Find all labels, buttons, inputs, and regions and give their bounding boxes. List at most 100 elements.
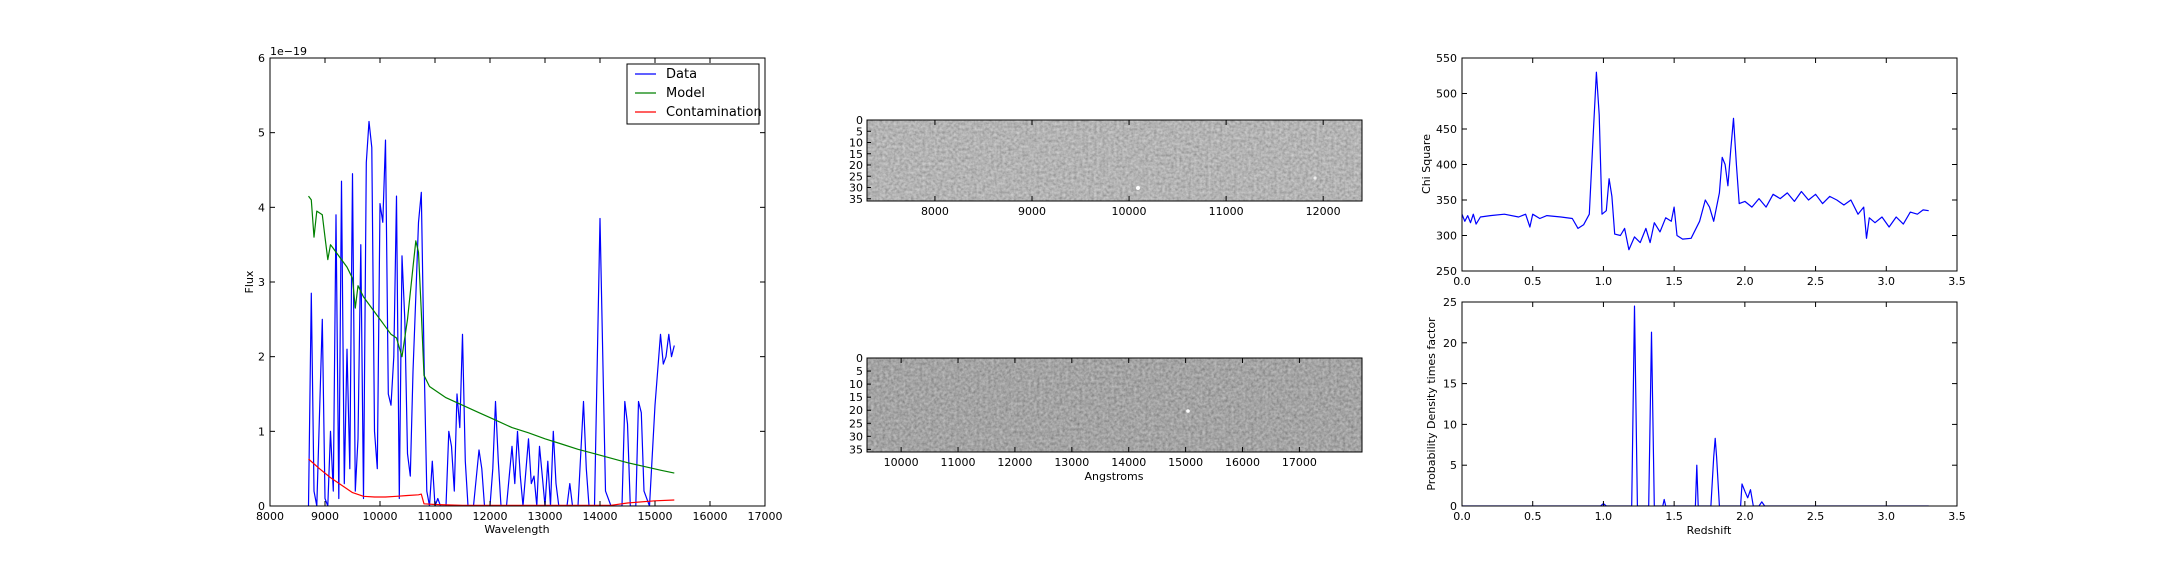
legend-label-model: Model (666, 86, 705, 101)
pdf-xtick-label: 3.5 (1948, 510, 1966, 523)
spectrum-xtick-label: 16000 (693, 510, 728, 523)
spectrum-ytick-label: 6 (258, 52, 265, 65)
image-bottom-x-ticks: 10000 11000 12000 13000 14000 15000 16000 17000 (884, 358, 1317, 469)
spectrum-xtick-label: 9000 (311, 510, 339, 523)
chisq-xtick-label: 0.0 (1453, 275, 1471, 288)
chisq-plot-area (1462, 71, 1929, 251)
pdf-xtick-label: 0.5 (1524, 510, 1542, 523)
chisq-series-0-line (1462, 71, 1929, 251)
image-bottom-bright-spot (1186, 409, 1190, 413)
pdf-ytick-label: 5 (1450, 459, 1457, 472)
image-bottom-ytick-label: 30 (849, 430, 863, 443)
spectrum-legend: Data Model Contamination (626, 63, 762, 125)
pdf-xtick-label: 3.0 (1878, 510, 1896, 523)
image-bottom-x-axis-label: Angstroms (1085, 470, 1144, 483)
spectrum-data-line (307, 120, 675, 506)
spectrum-xtick-label: 15000 (638, 510, 673, 523)
spectrum-ytick-label: 1 (258, 425, 265, 438)
image-top-ytick-label: 5 (856, 125, 863, 138)
chisq-ytick-label: 500 (1436, 88, 1457, 101)
image-bottom-xtick-label: 16000 (1225, 456, 1260, 469)
image-bottom-panel: 10000 11000 12000 13000 14000 15000 16000 17000… (849, 352, 1363, 483)
spectrum-contamination-line (308, 458, 675, 506)
chisq-ytick-label: 300 (1436, 230, 1457, 243)
image-top-bright-spot (1136, 186, 1140, 190)
image-bottom-xtick-label: 10000 (884, 456, 919, 469)
chisq-ytick-label: 250 (1436, 265, 1457, 278)
pdf-y-ticks: 0 5 10 15 20 25 (1443, 296, 1957, 513)
spectrum-panel: 8000 9000 10000 11000 12000 13000 14000 15000 16… (243, 45, 783, 536)
spectrum-y-ticks: 0 1 2 3 4 5 6 (258, 52, 765, 513)
spectrum-xtick-label: 14000 (583, 510, 618, 523)
image-top-ytick-label: 15 (849, 148, 863, 161)
spectrum-xtick-label: 8000 (256, 510, 284, 523)
pdf-xtick-label: 2.5 (1807, 510, 1825, 523)
pdf-ytick-label: 20 (1443, 337, 1457, 350)
spectrum-xtick-label: 12000 (473, 510, 508, 523)
pdf-panel: 0.0 0.5 1.0 1.5 2.0 2.5 3.0 3.5 0 5 10 15 20 25 Reds… (1425, 296, 1966, 537)
chisq-xtick-label: 1.0 (1595, 275, 1613, 288)
image-top-ytick-label: 10 (849, 137, 863, 150)
spectrum-ytick-label: 3 (258, 276, 265, 289)
image-bottom-ytick-label: 25 (849, 417, 863, 430)
spectrum-y-offset-label: 1e−19 (270, 45, 307, 58)
spectrum-plot-area (307, 120, 675, 506)
image-bottom-heatmap (867, 358, 1362, 452)
pdf-ytick-label: 0 (1450, 500, 1457, 513)
image-top-xtick-label: 8000 (921, 205, 949, 218)
image-bottom-ytick-label: 15 (849, 391, 863, 404)
chisq-xtick-label: 2.0 (1736, 275, 1754, 288)
pdf-xtick-label: 1.0 (1595, 510, 1613, 523)
image-bottom-xtick-label: 14000 (1111, 456, 1146, 469)
chisq-ytick-label: 400 (1436, 159, 1457, 172)
spectrum-x-axis-label: Wavelength (484, 523, 549, 536)
chisq-xtick-label: 3.5 (1948, 275, 1966, 288)
pdf-ytick-label: 25 (1443, 296, 1457, 309)
pdf-xtick-label: 1.5 (1665, 510, 1683, 523)
chisq-xtick-label: 0.5 (1524, 275, 1542, 288)
image-top-xtick-label: 11000 (1209, 205, 1244, 218)
image-top-bright-spot (1313, 176, 1317, 180)
spectrum-model-line (308, 195, 675, 474)
image-bottom-xtick-label: 15000 (1168, 456, 1203, 469)
image-top-heatmap (867, 120, 1362, 201)
spectrum-xtick-label: 13000 (528, 510, 563, 523)
image-bottom-ytick-label: 20 (849, 404, 863, 417)
image-top-xtick-label: 9000 (1018, 205, 1046, 218)
legend-label-contamination: Contamination (666, 105, 762, 120)
image-top-frame (866, 119, 1363, 202)
spectrum-ytick-label: 4 (258, 201, 265, 214)
pdf-ytick-label: 15 (1443, 378, 1457, 391)
pdf-x-axis-label: Redshift (1687, 524, 1732, 537)
legend-label-data: Data (666, 67, 697, 82)
chisq-xtick-label: 2.5 (1807, 275, 1825, 288)
image-top-ytick-label: 20 (849, 159, 863, 172)
image-top-ytick-label: 0 (856, 114, 863, 127)
spectrum-ytick-label: 5 (258, 127, 265, 140)
image-bottom-ytick-label: 0 (856, 352, 863, 365)
image-bottom-frame (866, 357, 1363, 453)
spectrum-xtick-label: 11000 (418, 510, 453, 523)
pdf-frame (1461, 301, 1958, 507)
image-top-ytick-label: 30 (849, 182, 863, 195)
image-bottom-xtick-label: 17000 (1282, 456, 1317, 469)
spectrum-ytick-label: 2 (258, 351, 265, 364)
chisq-xtick-label: 1.5 (1665, 275, 1683, 288)
pdf-x-ticks: 0.0 0.5 1.0 1.5 2.0 2.5 3.0 3.5 (1453, 302, 1966, 523)
chisq-x-ticks: 0.0 0.5 1.0 1.5 2.0 2.5 3.0 3.5 (1453, 58, 1966, 288)
chisq-xtick-label: 3.0 (1878, 275, 1896, 288)
chisq-y-axis-label: Chi Square (1420, 134, 1433, 194)
image-bottom-xtick-label: 11000 (941, 456, 976, 469)
chisq-panel: 0.0 0.5 1.0 1.5 2.0 2.5 3.0 3.5 250 300 350 400 450… (1420, 52, 1966, 288)
chisq-ytick-label: 350 (1436, 194, 1457, 207)
pdf-y-axis-label: Probability Density times factor (1425, 317, 1438, 491)
image-top-xtick-label: 12000 (1306, 205, 1341, 218)
pdf-xtick-label: 0.0 (1453, 510, 1471, 523)
chisq-ytick-label: 550 (1436, 52, 1457, 65)
pdf-plot-area (1462, 305, 1929, 506)
pdf-xtick-label: 2.0 (1736, 510, 1754, 523)
